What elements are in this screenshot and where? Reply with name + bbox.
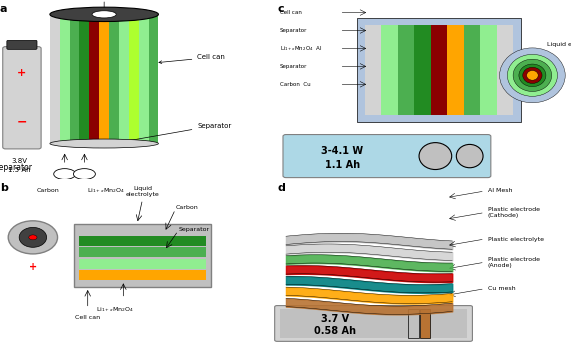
Text: Li$_{1+x}$Mn$_2$O$_4$  Al: Li$_{1+x}$Mn$_2$O$_4$ Al: [280, 44, 323, 53]
Text: +: +: [466, 151, 474, 161]
Text: −: −: [431, 151, 440, 161]
Bar: [397, 25, 414, 115]
Bar: [79, 236, 206, 246]
Text: Cu: Cu: [61, 171, 69, 177]
Text: Li$_{1+x}$Mn$_2$O$_4$: Li$_{1+x}$Mn$_2$O$_4$: [87, 186, 125, 195]
Ellipse shape: [50, 139, 158, 148]
Text: a: a: [0, 3, 7, 13]
Text: b: b: [0, 183, 8, 193]
Polygon shape: [139, 14, 148, 144]
FancyBboxPatch shape: [7, 40, 37, 49]
Bar: [79, 270, 206, 280]
Text: Plastic electrode
(Cathode): Plastic electrode (Cathode): [488, 207, 540, 218]
Polygon shape: [109, 14, 119, 144]
Text: Cell can: Cell can: [159, 55, 225, 63]
Text: Separator: Separator: [280, 64, 307, 69]
Text: 1.5 Ah: 1.5 Ah: [8, 167, 30, 173]
Text: Carbon  Cu: Carbon Cu: [280, 82, 311, 87]
Ellipse shape: [507, 55, 557, 96]
Ellipse shape: [456, 145, 483, 168]
Text: d: d: [277, 183, 285, 193]
Ellipse shape: [419, 142, 452, 169]
FancyBboxPatch shape: [283, 135, 491, 178]
Text: Separator: Separator: [178, 227, 210, 231]
Bar: [431, 25, 447, 115]
Text: Cell can: Cell can: [75, 315, 100, 320]
Text: Separator: Separator: [0, 164, 33, 172]
Polygon shape: [129, 14, 139, 144]
Polygon shape: [60, 14, 70, 144]
Text: c: c: [277, 3, 284, 13]
Polygon shape: [148, 14, 158, 144]
Polygon shape: [50, 14, 60, 144]
Text: 1.1 Ah: 1.1 Ah: [325, 160, 360, 170]
Ellipse shape: [19, 227, 47, 247]
Text: Cu mesh: Cu mesh: [488, 286, 516, 291]
Text: Liquid electrolyte: Liquid electrolyte: [71, 0, 138, 8]
Text: Carbon: Carbon: [175, 205, 198, 210]
Bar: [497, 25, 513, 115]
Ellipse shape: [526, 70, 538, 80]
Ellipse shape: [500, 48, 565, 103]
Text: Carbon: Carbon: [37, 188, 59, 193]
Ellipse shape: [523, 67, 542, 83]
Bar: [79, 259, 206, 269]
Text: Liquid
electrolyte: Liquid electrolyte: [126, 186, 159, 197]
Bar: [365, 25, 381, 115]
Text: +: +: [17, 68, 26, 78]
Bar: [280, 309, 467, 337]
Ellipse shape: [519, 64, 546, 87]
Ellipse shape: [54, 169, 75, 179]
Bar: [381, 25, 397, 115]
Text: Separator: Separator: [95, 122, 232, 147]
Bar: [447, 25, 464, 115]
FancyBboxPatch shape: [275, 306, 472, 341]
FancyBboxPatch shape: [3, 47, 41, 149]
Text: 3-4.1 W: 3-4.1 W: [321, 146, 364, 156]
Ellipse shape: [92, 11, 116, 18]
Bar: [414, 25, 431, 115]
Text: Plastic electrode
(Anode): Plastic electrode (Anode): [488, 257, 540, 268]
Polygon shape: [79, 14, 89, 144]
Text: 3.8V: 3.8V: [11, 158, 27, 164]
Ellipse shape: [50, 7, 158, 21]
Ellipse shape: [8, 221, 58, 254]
Text: Separator: Separator: [280, 28, 307, 33]
Bar: [408, 309, 419, 337]
Text: −: −: [17, 116, 27, 129]
Ellipse shape: [29, 235, 37, 240]
FancyBboxPatch shape: [357, 18, 521, 122]
Polygon shape: [70, 14, 79, 144]
Text: +: +: [410, 319, 417, 328]
Polygon shape: [119, 14, 129, 144]
Text: Liquid electrolyte: Liquid electrolyte: [547, 42, 571, 47]
Text: Al: Al: [82, 171, 87, 177]
Text: 0.58 Ah: 0.58 Ah: [314, 326, 356, 336]
Bar: [420, 309, 431, 337]
Bar: [464, 25, 480, 115]
Text: Plastic electrolyte: Plastic electrolyte: [488, 237, 544, 241]
Text: +: +: [29, 262, 37, 272]
Text: Li$_{1+x}$Mn$_2$O$_4$: Li$_{1+x}$Mn$_2$O$_4$: [96, 305, 134, 314]
Text: Al Mesh: Al Mesh: [488, 188, 512, 194]
Text: Cell can: Cell can: [280, 10, 302, 15]
Text: 3.7 V: 3.7 V: [321, 314, 349, 324]
Ellipse shape: [74, 169, 95, 179]
Bar: [74, 224, 211, 287]
Bar: [480, 25, 497, 115]
Text: −: −: [421, 319, 428, 328]
Polygon shape: [89, 14, 99, 144]
Polygon shape: [99, 14, 109, 144]
Ellipse shape: [513, 59, 552, 91]
Bar: [79, 247, 206, 257]
